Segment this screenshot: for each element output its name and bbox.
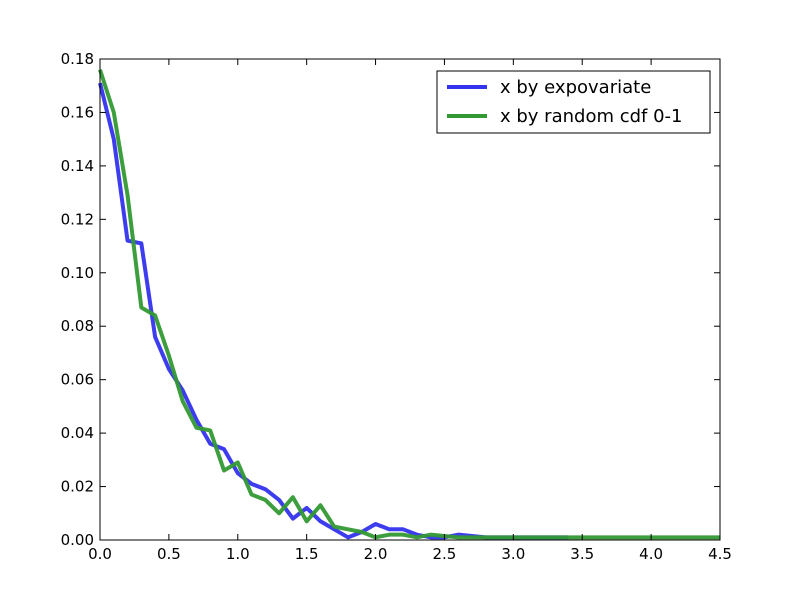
legend: x by expovariate x by random cdf 0-1 [436,70,711,134]
y-tick-label: 0.08 [61,317,94,335]
x-axis: 0.0 0.5 1.0 1.5 2.0 2.5 3.0 3.5 4.0 4.5 [88,59,732,563]
x-tick-label: 2.5 [433,545,457,563]
y-axis: 0.00 0.02 0.04 0.06 0.08 0.10 0.12 0.14 0.16 0.18 [61,50,720,549]
y-tick-label: 0.14 [61,157,94,175]
y-tick-label: 0.18 [61,50,94,68]
x-tick-label: 1.5 [295,545,319,563]
y-tick-label: 0.16 [61,103,94,121]
x-tick-label: 3.5 [570,545,594,563]
x-tick-label: 4.5 [708,545,732,563]
series-layer [98,69,720,540]
plot-frame [99,58,721,541]
y-tick-label: 0.02 [61,478,94,496]
x-tick-label: 1.0 [226,545,250,563]
legend-label-1: x by expovariate [500,77,651,98]
y-tick-label: 0.04 [61,424,94,442]
x-tick-label: 0.0 [88,545,112,563]
y-tick-label: 0.12 [61,210,94,228]
y-tick-label: 0.10 [61,264,94,282]
series-line-2 [98,69,720,540]
legend-label-2: x by random cdf 0-1 [500,106,683,127]
x-tick-label: 0.5 [157,545,181,563]
legend-box [436,70,711,134]
y-tick-label: 0.00 [61,531,94,549]
y-tick-label: 0.06 [61,371,94,389]
x-tick-label: 4.0 [639,545,663,563]
x-tick-label: 2.0 [364,545,388,563]
x-tick-label: 3.0 [501,545,525,563]
